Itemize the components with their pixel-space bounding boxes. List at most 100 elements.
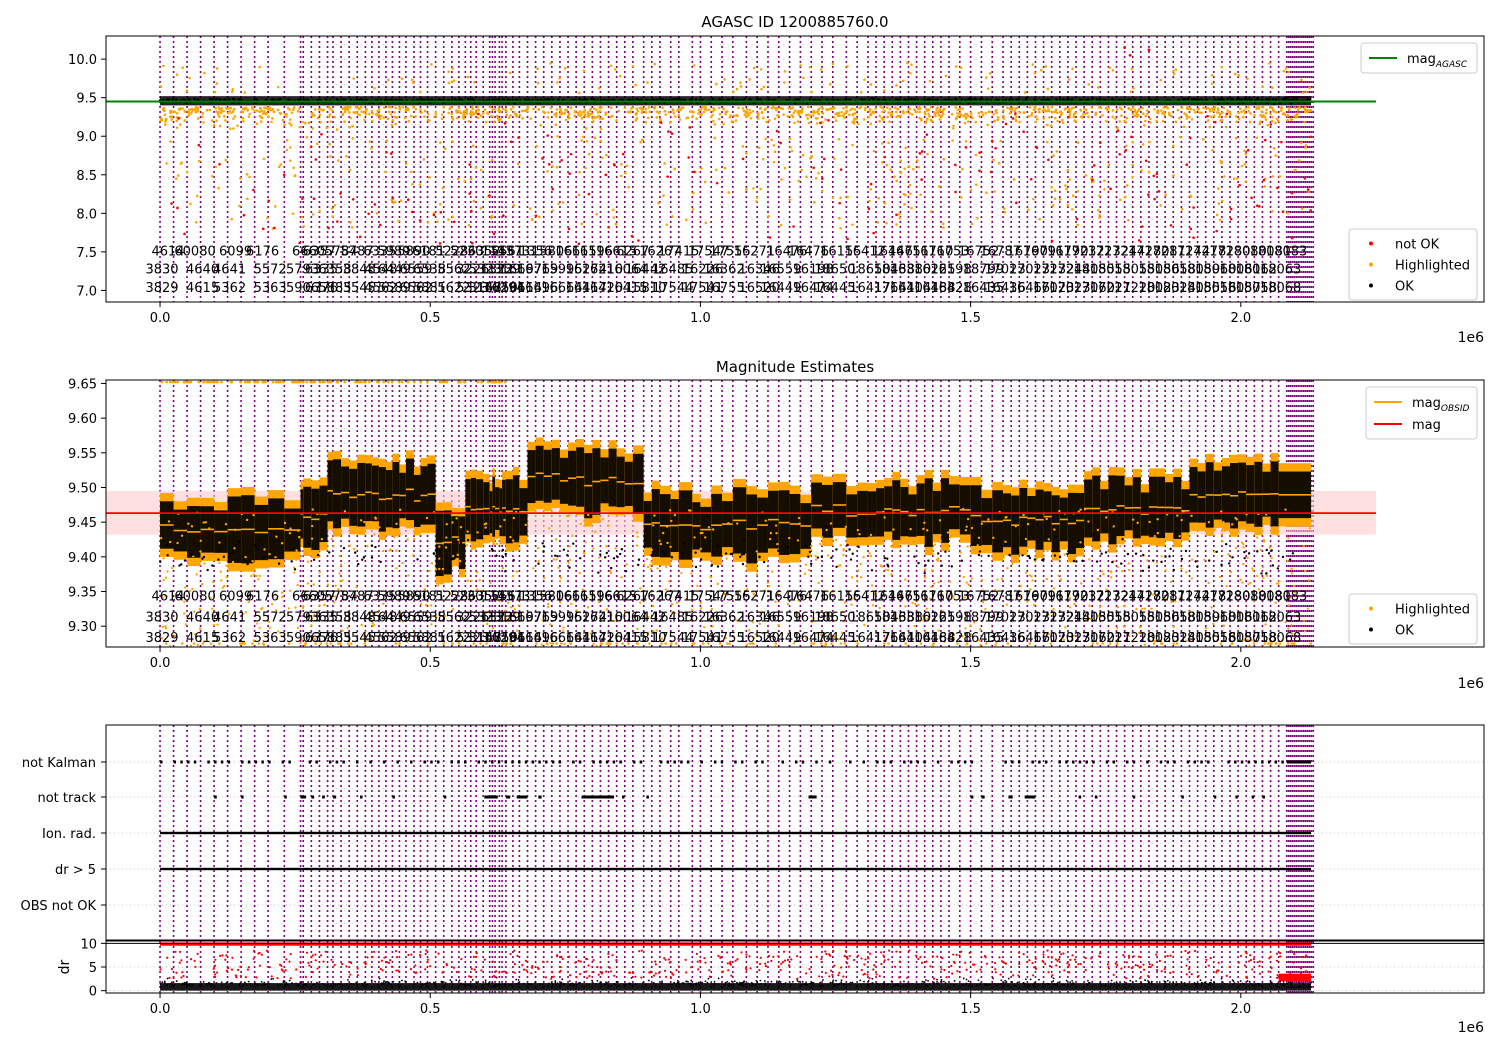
highlighted-point: [343, 110, 347, 114]
highlighted-point: [653, 62, 657, 66]
highlighted-point: [832, 106, 836, 110]
highlighted-point: [1026, 522, 1030, 526]
highlighted-point: [1243, 149, 1246, 153]
highlighted-point: [1141, 112, 1145, 116]
highlighted-point: [330, 207, 334, 210]
highlighted-point: [386, 631, 389, 634]
highlighted-point: [1004, 540, 1007, 543]
highlighted-point: [695, 117, 698, 121]
highlighted-point: [1290, 624, 1293, 627]
not-ok-point: [177, 117, 180, 120]
obsid-label: 5890: [397, 245, 430, 260]
highlighted-point: [551, 642, 555, 645]
highlighted-point: [311, 127, 315, 130]
ok-point: [835, 565, 838, 568]
highlighted-point: [159, 85, 163, 88]
highlighted-point: [328, 380, 332, 384]
highlighted-point: [1204, 626, 1208, 630]
ok-point: [481, 537, 484, 540]
highlighted-point: [283, 123, 286, 127]
highlighted-point: [541, 105, 544, 109]
highlighted-point: [445, 522, 448, 526]
highlighted-point: [985, 76, 988, 79]
not-ok-point: [1047, 158, 1050, 162]
obsid-label: 16697: [501, 262, 542, 277]
highlighted-point: [362, 634, 365, 638]
highlighted-point: [666, 541, 669, 545]
obsid-label: 16615: [555, 245, 596, 260]
highlighted-point: [210, 174, 214, 178]
highlighted-point: [367, 112, 371, 116]
highlighted-point: [218, 107, 221, 111]
highlighted-point: [842, 549, 845, 552]
highlighted-point: [224, 158, 228, 162]
highlighted-point: [245, 173, 249, 176]
highlighted-point: [790, 113, 794, 117]
highlighted-point: [625, 164, 629, 168]
highlighted-point: [829, 107, 833, 110]
highlighted-point: [735, 619, 738, 622]
highlighted-point: [399, 508, 402, 512]
highlighted-point: [215, 380, 218, 384]
not-ok-point: [990, 139, 994, 143]
highlighted-point: [343, 120, 346, 124]
highlighted-point: [162, 557, 165, 560]
not-ok-point: [819, 121, 822, 125]
highlighted-point: [868, 107, 872, 111]
highlighted-point: [565, 514, 569, 518]
highlighted-point: [190, 525, 194, 528]
not-ok-point: [1015, 201, 1018, 205]
highlighted-point: [567, 561, 570, 565]
highlighted-point: [1047, 632, 1050, 636]
ok-point: [211, 98, 214, 101]
highlighted-point: [288, 159, 292, 162]
obsid-label: 5589: [378, 281, 411, 296]
highlighted-point: [885, 106, 889, 110]
highlighted-point: [881, 118, 885, 121]
highlighted-point: [1304, 144, 1308, 147]
ok-point: [191, 553, 194, 556]
highlighted-point: [391, 119, 395, 122]
not-ok-point: [1014, 112, 1017, 115]
highlighted-point: [439, 202, 442, 206]
highlighted-point: [604, 113, 607, 116]
obsid-label: 16415: [606, 281, 647, 296]
highlighted-point: [1131, 106, 1135, 109]
highlighted-point: [456, 630, 460, 633]
highlighted-point: [225, 107, 229, 110]
highlighted-point: [489, 581, 492, 585]
not-ok-point: [1215, 229, 1218, 233]
highlighted-point: [442, 642, 446, 645]
highlighted-point: [262, 109, 266, 113]
highlighted-point: [171, 566, 174, 570]
not-ok-point: [577, 242, 581, 246]
highlighted-point: [329, 120, 333, 123]
highlighted-point: [1002, 109, 1005, 112]
highlighted-point: [217, 113, 220, 117]
highlighted-point: [1274, 642, 1278, 645]
highlighted-point: [1104, 106, 1108, 110]
highlighted-point: [192, 610, 196, 613]
highlighted-point: [484, 526, 487, 529]
ok-point: [342, 98, 346, 101]
highlighted-point: [1034, 115, 1038, 118]
highlighted-point: [1246, 77, 1249, 81]
obsid-label: 17244: [1169, 245, 1210, 260]
ok-point: [816, 556, 820, 559]
highlighted-point: [1223, 529, 1226, 532]
highlighted-point: [584, 166, 587, 170]
highlighted-point: [1031, 579, 1034, 582]
highlighted-point: [690, 608, 694, 612]
highlighted-point: [441, 186, 445, 190]
highlighted-point: [994, 588, 997, 592]
ok-point: [682, 542, 686, 545]
highlighted-point: [797, 516, 801, 520]
highlighted-point: [1027, 115, 1031, 118]
ok-point: [1133, 98, 1136, 101]
highlighted-point: [910, 63, 913, 66]
highlighted-point: [792, 642, 796, 645]
highlighted-point: [450, 80, 454, 83]
highlighted-point: [904, 605, 907, 608]
highlighted-point: [580, 112, 583, 116]
highlighted-point: [1255, 107, 1258, 111]
